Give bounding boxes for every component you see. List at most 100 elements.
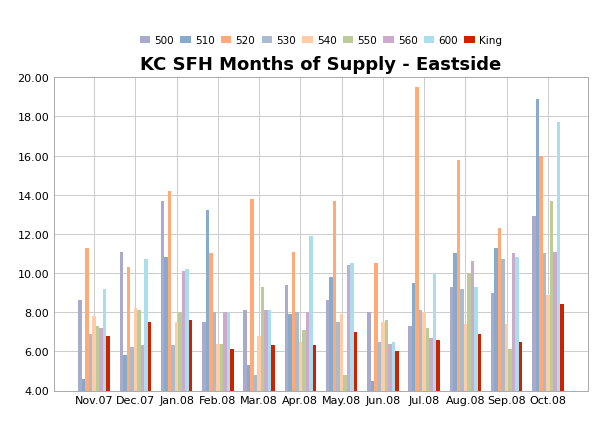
- Bar: [478, 334, 481, 434]
- Bar: [457, 160, 460, 434]
- Bar: [254, 375, 257, 434]
- Bar: [460, 289, 464, 434]
- Bar: [168, 191, 172, 434]
- Bar: [371, 381, 374, 434]
- Bar: [257, 336, 261, 434]
- Bar: [415, 88, 419, 434]
- Bar: [302, 330, 305, 434]
- Bar: [388, 344, 392, 434]
- Bar: [419, 311, 422, 434]
- Bar: [505, 324, 508, 434]
- Bar: [123, 355, 127, 434]
- Bar: [354, 332, 358, 434]
- Bar: [137, 311, 140, 434]
- Bar: [82, 379, 85, 434]
- Bar: [337, 322, 340, 434]
- Bar: [557, 123, 560, 434]
- Bar: [206, 211, 209, 434]
- Bar: [470, 262, 474, 434]
- Legend: 500, 510, 520, 530, 540, 550, 560, 600, King: 500, 510, 520, 530, 540, 550, 560, 600, …: [139, 35, 503, 47]
- Bar: [377, 342, 381, 434]
- Bar: [374, 264, 377, 434]
- Bar: [209, 254, 212, 434]
- Bar: [295, 312, 299, 434]
- Bar: [309, 236, 313, 434]
- Bar: [230, 350, 233, 434]
- Bar: [92, 316, 96, 434]
- Bar: [494, 248, 498, 434]
- Bar: [412, 283, 415, 434]
- Bar: [340, 314, 343, 434]
- Bar: [164, 258, 168, 434]
- Bar: [498, 228, 502, 434]
- Bar: [189, 320, 193, 434]
- Bar: [550, 201, 553, 434]
- Bar: [453, 254, 457, 434]
- Bar: [161, 201, 164, 434]
- Bar: [271, 345, 275, 434]
- Bar: [491, 293, 494, 434]
- Bar: [467, 273, 470, 434]
- Bar: [250, 199, 254, 434]
- Bar: [185, 270, 189, 434]
- Bar: [119, 252, 123, 434]
- Bar: [172, 345, 175, 434]
- Bar: [175, 322, 178, 434]
- Bar: [326, 301, 329, 434]
- Bar: [392, 342, 395, 434]
- Bar: [100, 328, 103, 434]
- Bar: [426, 328, 430, 434]
- Bar: [265, 311, 268, 434]
- Bar: [244, 311, 247, 434]
- Bar: [268, 311, 271, 434]
- Bar: [247, 365, 250, 434]
- Bar: [381, 322, 385, 434]
- Bar: [553, 252, 557, 434]
- Bar: [144, 260, 148, 434]
- Bar: [223, 312, 227, 434]
- Bar: [343, 375, 347, 434]
- Bar: [216, 344, 220, 434]
- Bar: [284, 285, 288, 434]
- Bar: [350, 264, 354, 434]
- Bar: [127, 267, 130, 434]
- Bar: [333, 201, 337, 434]
- Bar: [103, 289, 106, 434]
- Bar: [89, 334, 92, 434]
- Bar: [329, 277, 333, 434]
- Bar: [502, 260, 505, 434]
- Title: KC SFH Months of Supply - Eastside: KC SFH Months of Supply - Eastside: [140, 56, 502, 74]
- Bar: [347, 266, 350, 434]
- Bar: [367, 312, 371, 434]
- Bar: [96, 326, 100, 434]
- Bar: [532, 217, 536, 434]
- Bar: [292, 252, 295, 434]
- Bar: [515, 258, 519, 434]
- Bar: [409, 326, 412, 434]
- Bar: [182, 272, 185, 434]
- Bar: [385, 320, 388, 434]
- Bar: [85, 248, 89, 434]
- Bar: [519, 342, 523, 434]
- Bar: [539, 156, 542, 434]
- Bar: [134, 309, 137, 434]
- Bar: [508, 350, 512, 434]
- Bar: [433, 273, 436, 434]
- Bar: [560, 305, 564, 434]
- Bar: [148, 322, 151, 434]
- Bar: [313, 345, 316, 434]
- Bar: [422, 312, 426, 434]
- Bar: [178, 312, 182, 434]
- Bar: [288, 314, 292, 434]
- Bar: [106, 336, 110, 434]
- Bar: [140, 345, 144, 434]
- Bar: [305, 312, 309, 434]
- Bar: [227, 312, 230, 434]
- Bar: [395, 352, 398, 434]
- Bar: [220, 344, 223, 434]
- Bar: [546, 295, 550, 434]
- Bar: [261, 287, 265, 434]
- Bar: [130, 348, 134, 434]
- Bar: [512, 254, 515, 434]
- Bar: [542, 254, 546, 434]
